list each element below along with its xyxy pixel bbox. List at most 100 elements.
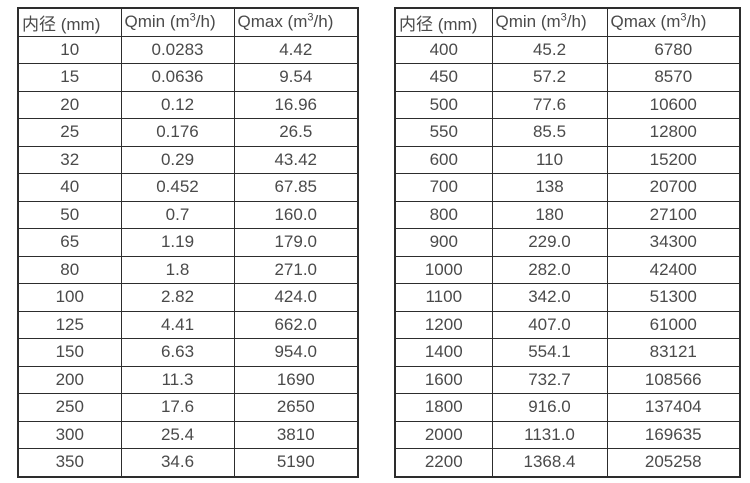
diameter-cell: 500: [394, 90, 493, 119]
table-row: 250 17.6 2650: [17, 393, 359, 422]
table-row: 15 0.0636 9.54: [17, 63, 359, 92]
table-row: 400 45.2 6780: [394, 35, 741, 64]
qmin-cell: 180: [491, 200, 608, 229]
diameter-cell: 2200: [394, 448, 493, 477]
table-row: 40 0.452 67.85: [17, 173, 359, 202]
qmax-cell: 169635: [606, 420, 741, 449]
diameter-cell: 80: [17, 255, 122, 284]
column-header: Qmax (m3/h): [606, 7, 741, 37]
diameter-cell: 1800: [394, 393, 493, 422]
diameter-cell: 1200: [394, 310, 493, 339]
qmin-cell: 732.7: [491, 365, 608, 394]
diameter-cell: 20: [17, 90, 122, 119]
diameter-cell: 400: [394, 35, 493, 64]
qmin-cell: 1.8: [120, 255, 235, 284]
qmax-cell: 26.5: [233, 118, 359, 147]
diameter-cell: 300: [17, 420, 122, 449]
diameter-cell: 900: [394, 228, 493, 257]
diameter-cell: 15: [17, 63, 122, 92]
qmin-cell: 4.41: [120, 310, 235, 339]
qmin-cell: 45.2: [491, 35, 608, 64]
diameter-cell: 200: [17, 365, 122, 394]
qmax-cell: 9.54: [233, 63, 359, 92]
qmax-cell: 662.0: [233, 310, 359, 339]
qmax-cell: 205258: [606, 448, 741, 477]
diameter-cell: 32: [17, 145, 122, 174]
diameter-cell: 450: [394, 63, 493, 92]
column-header: Qmin (m3/h): [120, 7, 235, 37]
superscript-3: 3: [680, 11, 687, 24]
table-row: 350 34.6 5190: [17, 448, 359, 477]
diameter-cell: 250: [17, 393, 122, 422]
qmax-cell: 61000: [606, 310, 741, 339]
qmin-cell: 0.176: [120, 118, 235, 147]
qmin-cell: 0.0283: [120, 35, 235, 64]
table-body: 10 0.0283 4.42 15 0.0636 9.54 20 0.12 16.96 25 0.1…: [17, 35, 359, 477]
qmax-cell: 42400: [606, 255, 741, 284]
diameter-cell: 25: [17, 118, 122, 147]
table-row: 1000 282.0 42400: [394, 255, 741, 284]
qmin-cell: 57.2: [491, 63, 608, 92]
table-row: 125 4.41 662.0: [17, 310, 359, 339]
qmax-cell: 67.85: [233, 173, 359, 202]
table-row: 1400 554.1 83121: [394, 338, 741, 367]
qmin-cell: 1368.4: [491, 448, 608, 477]
table-row: 50 0.7 160.0: [17, 200, 359, 229]
header-row: 内径 (mm) Qmin (m3/h) Qmax (m3/h): [394, 7, 741, 37]
qmin-cell: 85.5: [491, 118, 608, 147]
diameter-cell: 1100: [394, 283, 493, 312]
qmax-cell: 83121: [606, 338, 741, 367]
qmin-cell: 0.452: [120, 173, 235, 202]
diameter-cell: 40: [17, 173, 122, 202]
table-row: 32 0.29 43.42: [17, 145, 359, 174]
diameter-cell: 350: [17, 448, 122, 477]
table-row: 20 0.12 16.96: [17, 90, 359, 119]
qmax-cell: 51300: [606, 283, 741, 312]
qmin-cell: 1131.0: [491, 420, 608, 449]
table-row: 10 0.0283 4.42: [17, 35, 359, 64]
table-row: 500 77.6 10600: [394, 90, 741, 119]
qmax-cell: 2650: [233, 393, 359, 422]
diameter-cell: 1600: [394, 365, 493, 394]
table-row: 1600 732.7 108566: [394, 365, 741, 394]
column-header: 内径 (mm): [394, 7, 493, 37]
diameter-cell: 1400: [394, 338, 493, 367]
table-row: 80 1.8 271.0: [17, 255, 359, 284]
diameter-cell: 150: [17, 338, 122, 367]
table-row: 450 57.2 8570: [394, 63, 741, 92]
header-row: 内径 (mm) Qmin (m3/h) Qmax (m3/h): [17, 7, 359, 37]
diameter-cell: 100: [17, 283, 122, 312]
qmin-cell: 229.0: [491, 228, 608, 257]
flow-table-small-diameters: 内径 (mm) Qmin (m3/h) Qmax (m3/h) 10 0.0283 4.…: [17, 7, 359, 478]
qmin-cell: 0.29: [120, 145, 235, 174]
column-header: 内径 (mm): [17, 7, 122, 37]
diameter-cell: 10: [17, 35, 122, 64]
qmin-cell: 1.19: [120, 228, 235, 257]
superscript-3: 3: [307, 11, 314, 24]
qmin-cell: 6.63: [120, 338, 235, 367]
table-body: 400 45.2 6780 450 57.2 8570 500 77.6 10600 550 85.…: [394, 35, 741, 477]
qmax-cell: 43.42: [233, 145, 359, 174]
table-row: 200 11.3 1690: [17, 365, 359, 394]
superscript-3: 3: [560, 11, 567, 24]
table-row: 150 6.63 954.0: [17, 338, 359, 367]
diameter-cell: 50: [17, 200, 122, 229]
qmin-cell: 342.0: [491, 283, 608, 312]
diameter-cell: 700: [394, 173, 493, 202]
qmax-cell: 16.96: [233, 90, 359, 119]
qmax-cell: 3810: [233, 420, 359, 449]
table-row: 1800 916.0 137404: [394, 393, 741, 422]
qmax-cell: 137404: [606, 393, 741, 422]
qmax-cell: 160.0: [233, 200, 359, 229]
diameter-cell: 2000: [394, 420, 493, 449]
qmin-cell: 2.82: [120, 283, 235, 312]
qmin-cell: 25.4: [120, 420, 235, 449]
qmax-cell: 179.0: [233, 228, 359, 257]
table-row: 550 85.5 12800: [394, 118, 741, 147]
diameter-cell: 800: [394, 200, 493, 229]
qmax-cell: 1690: [233, 365, 359, 394]
diameter-cell: 1000: [394, 255, 493, 284]
qmax-cell: 4.42: [233, 35, 359, 64]
table-row: 1200 407.0 61000: [394, 310, 741, 339]
qmin-cell: 0.0636: [120, 63, 235, 92]
